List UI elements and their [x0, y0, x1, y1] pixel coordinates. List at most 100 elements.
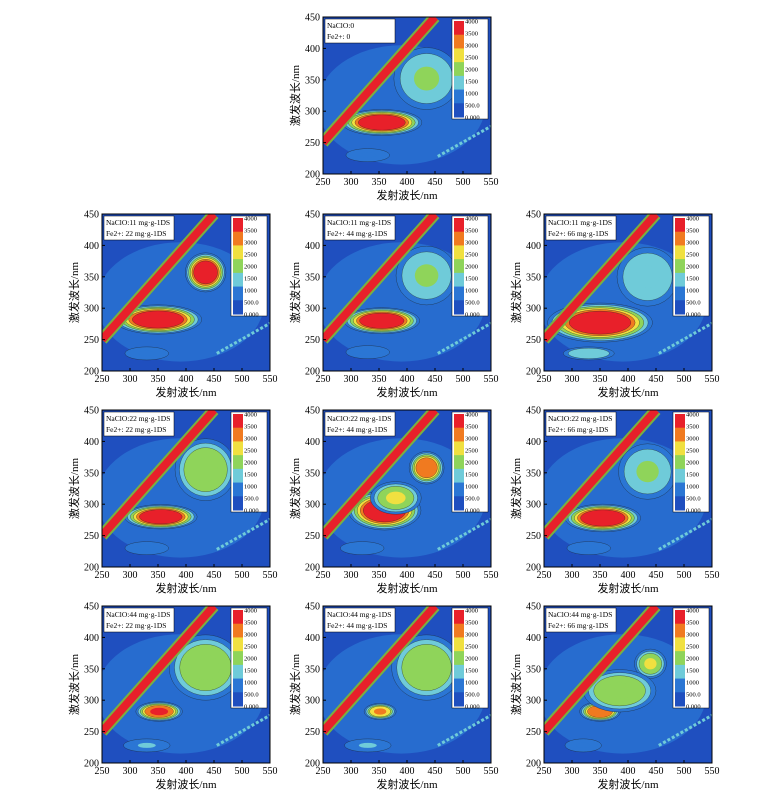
- colorbar-tick-label: 3500: [465, 620, 478, 627]
- x-tick-label: 550: [263, 570, 278, 581]
- y-tick-label: 200: [305, 170, 320, 181]
- y-tick-label: 450: [305, 13, 320, 24]
- colorbar-tick-label: 1000: [244, 288, 257, 295]
- x-tick-label: 450: [428, 766, 443, 777]
- y-tick-label: 400: [526, 241, 541, 252]
- second-order-scatter: [658, 321, 712, 355]
- colorbar-tick-label: 2000: [686, 264, 699, 271]
- y-tick-label: 450: [305, 406, 320, 417]
- fluorescence-peak-2: [582, 669, 657, 713]
- colorbar-tick-label: 3500: [244, 620, 257, 627]
- colorbar-tick-label: 2500: [686, 644, 699, 651]
- x-tick-label: 450: [649, 570, 664, 581]
- colorbar-segment: [454, 692, 464, 707]
- colorbar-segment: [233, 664, 243, 680]
- colorbar-tick-label: 4000: [244, 412, 257, 419]
- x-tick-label: 400: [400, 177, 415, 188]
- colorbar-tick-label: 500.0: [686, 692, 701, 699]
- legend-line-2: Fe2+: 22 mg·g-1DS: [106, 621, 166, 630]
- colorbar-tick-label: 500.0: [465, 496, 480, 503]
- peak-core: [353, 545, 371, 551]
- y-tick-label: 300: [84, 304, 99, 315]
- legend-line-1: NaClO:44 mg·g-1DS: [548, 610, 612, 619]
- eem-panel-p7: 250 300 350 400 450 500 550200250300350400450发…: [67, 602, 278, 792]
- colorbar-segment: [454, 75, 464, 91]
- colorbar-tick-label: 3000: [686, 240, 699, 247]
- x-tick-label: 400: [179, 570, 194, 581]
- y-tick-label: 450: [84, 602, 99, 613]
- colorbar-tick-label: 2000: [686, 656, 699, 663]
- colorbar-tick-label: 4000: [686, 608, 699, 615]
- colorbar-segment: [675, 610, 685, 625]
- x-tick-label: 250: [537, 766, 552, 777]
- x-axis-label: 发射波长/nm: [597, 777, 659, 791]
- colorbar-tick-label: 3500: [686, 424, 699, 431]
- peak-core: [636, 460, 659, 483]
- legend-background: [545, 607, 617, 633]
- x-tick-label: 550: [484, 570, 499, 581]
- eem-panel-p0: 250 300 350 400 450 500 550200250300350400450发…: [288, 13, 499, 203]
- colorbar: 4000 3500 3000 2500 2000 1500 1000 500.0 0.000: [230, 608, 268, 711]
- colorbar: 4000 3500 3000 2500 2000 1500 1000 500.0 0.000: [672, 412, 710, 515]
- colorbar-tick-label: 1500: [244, 668, 257, 675]
- colorbar-tick-label: 1500: [686, 668, 699, 675]
- y-tick-label: 250: [526, 335, 541, 346]
- y-tick-label: 200: [305, 367, 320, 378]
- x-tick-label: 350: [151, 374, 166, 385]
- fluorescence-peak-1: [618, 443, 677, 500]
- peak-core: [413, 654, 441, 681]
- y-axis-label: 激发波长/nm: [509, 654, 523, 716]
- x-axis-label: 发射波长/nm: [376, 385, 438, 399]
- x-tick-label: 250: [95, 570, 110, 581]
- x-tick-label: 500: [677, 570, 692, 581]
- colorbar-segment: [675, 637, 685, 652]
- peak-core: [579, 315, 621, 331]
- x-tick-label: 400: [621, 766, 636, 777]
- eem-panel-p3: 250 300 350 400 450 500 550200250300350400450发…: [509, 210, 720, 400]
- fluorescence-peak-3: [340, 541, 385, 555]
- peak-core: [414, 66, 440, 91]
- legend-line-2: Fe2+: 44 mg·g-1DS: [327, 425, 387, 434]
- x-axis-label: 发射波长/nm: [376, 188, 438, 202]
- legend-line-1: NaClO:0: [327, 21, 354, 30]
- colorbar-tick-label: 0.000: [465, 508, 480, 515]
- peak-core: [580, 545, 598, 551]
- eem-panel-p5: 250 300 350 400 450 500 550200250300350400450发…: [288, 406, 499, 596]
- colorbar-tick-label: 0.000: [244, 704, 259, 711]
- colorbar-segment: [675, 455, 685, 470]
- colorbar-segment: [233, 272, 243, 288]
- colorbar-tick-label: 2500: [465, 644, 478, 651]
- colorbar-tick-label: 0.000: [686, 312, 701, 319]
- x-tick-label: 250: [316, 374, 331, 385]
- peak-core: [358, 742, 377, 748]
- colorbar-segment: [233, 300, 243, 315]
- y-tick-label: 250: [526, 531, 541, 542]
- colorbar-segment: [454, 62, 464, 77]
- colorbar-tick-label: 4000: [244, 608, 257, 615]
- x-tick-label: 400: [400, 374, 415, 385]
- second-order-scatter: [658, 517, 712, 551]
- fluorescence-peak-2: [345, 345, 390, 359]
- colorbar-tick-label: 1500: [244, 276, 257, 283]
- legend-box: NaClO:11 mg·g-1DS Fe2+: 22 mg·g-1DS: [103, 215, 175, 241]
- colorbar-tick-label: 2500: [465, 55, 478, 62]
- colorbar-tick-label: 500.0: [244, 692, 259, 699]
- colorbar-segment: [233, 637, 243, 652]
- x-tick-label: 250: [537, 374, 552, 385]
- colorbar-segment: [454, 427, 464, 442]
- y-tick-label: 400: [526, 437, 541, 448]
- x-tick-label: 250: [95, 766, 110, 777]
- colorbar-tick-label: 0.000: [465, 115, 480, 122]
- peak-core: [138, 545, 156, 551]
- fluorescence-peak-1: [616, 247, 679, 307]
- colorbar-tick-label: 1500: [686, 472, 699, 479]
- second-order-scatter: [216, 321, 270, 355]
- colorbar-segment: [233, 651, 243, 666]
- legend-background: [103, 411, 175, 437]
- x-tick-label: 250: [537, 570, 552, 581]
- x-tick-label: 250: [316, 177, 331, 188]
- peak-core: [576, 742, 591, 748]
- y-tick-label: 250: [305, 727, 320, 738]
- fluorescence-peak-0: [114, 304, 202, 335]
